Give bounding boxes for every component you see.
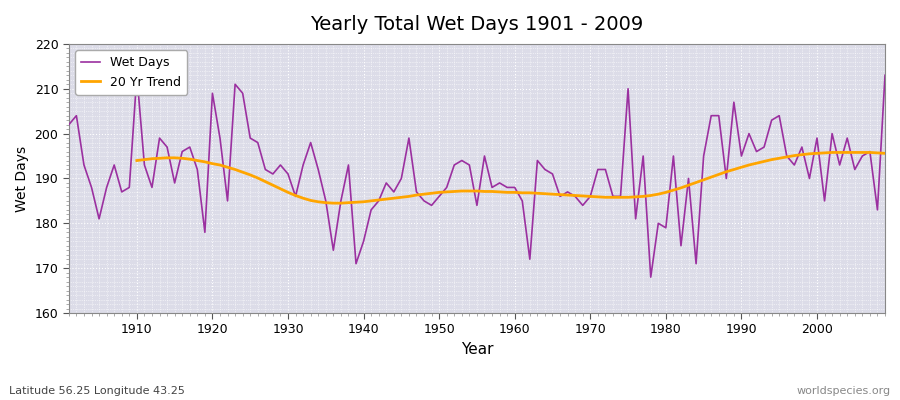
Text: Latitude 56.25 Longitude 43.25: Latitude 56.25 Longitude 43.25	[9, 386, 184, 396]
Line: Wet Days: Wet Days	[68, 75, 885, 277]
20 Yr Trend	[834, 150, 845, 155]
Wet Days	[131, 73, 142, 78]
Text: worldspecies.org: worldspecies.org	[796, 386, 891, 396]
Wet Days	[645, 275, 656, 280]
Y-axis label: Wet Days: Wet Days	[15, 145, 29, 212]
20 Yr Trend	[328, 201, 338, 206]
Wet Days	[298, 163, 309, 168]
Legend: Wet Days, 20 Yr Trend: Wet Days, 20 Yr Trend	[75, 50, 187, 95]
20 Yr Trend	[585, 194, 596, 199]
Wet Days	[124, 185, 135, 190]
20 Yr Trend	[827, 150, 838, 155]
X-axis label: Year: Year	[461, 342, 493, 357]
Wet Days	[509, 185, 520, 190]
Wet Days	[879, 73, 890, 78]
Title: Yearly Total Wet Days 1901 - 2009: Yearly Total Wet Days 1901 - 2009	[310, 15, 644, 34]
20 Yr Trend	[305, 198, 316, 203]
20 Yr Trend	[879, 151, 890, 156]
Wet Days	[517, 198, 527, 203]
20 Yr Trend	[131, 158, 142, 163]
20 Yr Trend	[275, 186, 286, 191]
Wet Days	[63, 122, 74, 127]
Wet Days	[343, 163, 354, 168]
20 Yr Trend	[525, 190, 535, 195]
20 Yr Trend	[857, 150, 868, 155]
Line: 20 Yr Trend: 20 Yr Trend	[137, 152, 885, 203]
Wet Days	[608, 194, 618, 199]
